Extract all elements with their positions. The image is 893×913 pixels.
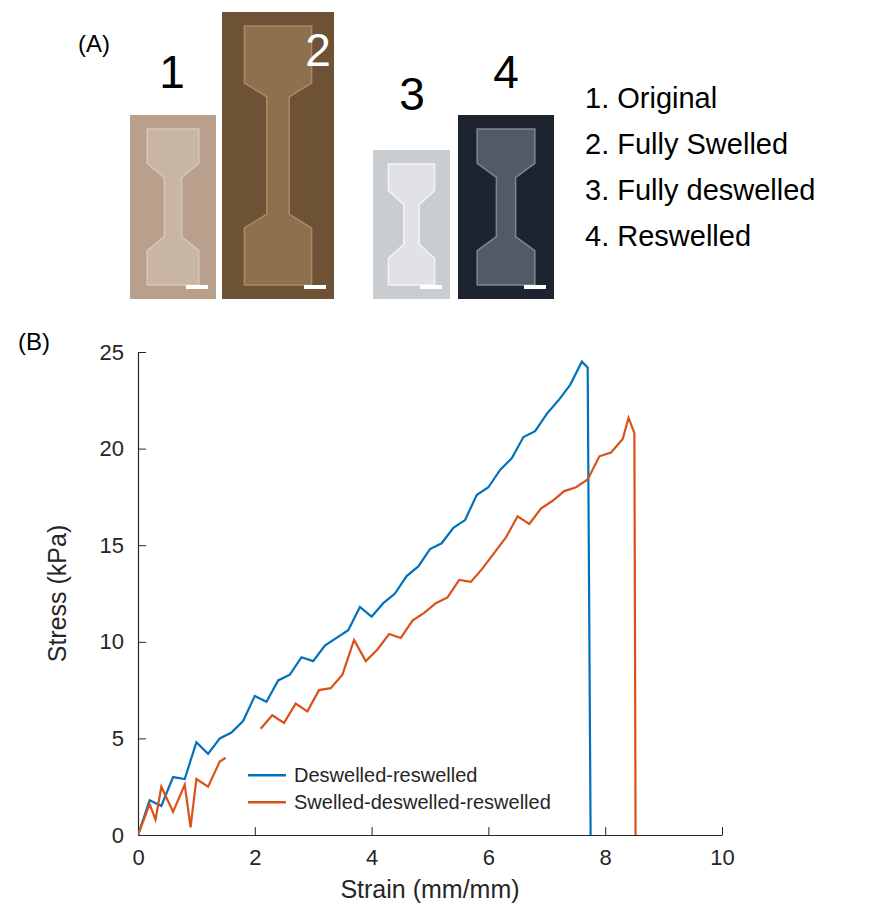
legend-label: Swelled-deswelled-reswelled xyxy=(294,791,551,813)
legend: Deswelled-reswelled Swelled-deswelled-res… xyxy=(246,762,553,815)
x-tick-mark xyxy=(605,827,606,835)
x-tick-label: 4 xyxy=(366,845,378,870)
y-tick-mark xyxy=(138,642,146,643)
y-axis: 0 5 10 15 20 25 xyxy=(100,340,146,848)
y-tick-label: 0 xyxy=(112,823,124,848)
photo-background xyxy=(222,12,334,299)
x-tick-mark xyxy=(372,827,373,835)
specimen xyxy=(147,129,199,285)
x-tick-mark xyxy=(722,827,723,835)
photo xyxy=(222,12,334,299)
y-tick-mark xyxy=(138,545,146,546)
y-tick: 15 xyxy=(100,533,146,558)
y-tick: 25 xyxy=(100,340,146,365)
y-tick-mark xyxy=(138,738,146,739)
legend-item: Swelled-deswelled-reswelled xyxy=(248,791,551,813)
panel-label: (B) xyxy=(18,328,50,355)
scale-bar xyxy=(420,285,442,289)
specimen xyxy=(477,129,535,285)
y-tick-mark xyxy=(138,352,146,353)
scale-bar xyxy=(524,285,546,289)
series-line xyxy=(138,362,591,835)
legend-item: Deswelled-reswelled xyxy=(248,764,477,786)
specimen xyxy=(244,26,311,285)
x-tick-mark xyxy=(488,827,489,835)
y-tick-label: 5 xyxy=(112,726,124,751)
x-axis-title: Strain (mm/mm) xyxy=(340,875,519,903)
figure: (A) 1 1. Original 2 2. Fully Swelled 3 3. Full… xyxy=(0,0,893,913)
y-tick-mark xyxy=(138,449,146,450)
legend-label: Deswelled-reswelled xyxy=(294,764,477,786)
y-tick: 20 xyxy=(100,436,146,461)
x-tick: 8 xyxy=(600,827,612,870)
photo-background xyxy=(373,150,450,299)
x-tick-label: 6 xyxy=(483,845,495,870)
y-tick-label: 20 xyxy=(100,436,124,461)
x-tick-label: 8 xyxy=(600,845,612,870)
x-axis: 0 2 4 6 8 10 xyxy=(132,827,734,870)
legend-background xyxy=(246,762,553,815)
y-tick-label: 10 xyxy=(100,629,124,654)
photo xyxy=(373,150,450,299)
scale-bar xyxy=(186,285,208,289)
photo-caption: 3. Fully deswelled xyxy=(585,174,816,206)
photo-number: 2 xyxy=(305,24,331,76)
series-line xyxy=(138,418,636,835)
x-tick: 2 xyxy=(249,827,261,870)
x-tick: 10 xyxy=(710,827,734,870)
photo-background xyxy=(130,115,216,299)
x-tick-label: 0 xyxy=(132,845,144,870)
scale-bar xyxy=(304,285,326,289)
y-tick-label: 15 xyxy=(100,533,124,558)
x-axis-line xyxy=(139,835,723,836)
y-axis-line xyxy=(138,353,139,836)
y-tick-label: 25 xyxy=(100,340,124,365)
x-tick: 6 xyxy=(483,827,495,870)
photo xyxy=(130,115,216,299)
x-tick: 4 xyxy=(366,827,378,870)
y-tick: 10 xyxy=(100,629,146,654)
photo xyxy=(458,115,554,299)
legend-swatch xyxy=(248,801,286,804)
x-tick-label: 10 xyxy=(710,845,734,870)
specimen xyxy=(388,164,434,285)
photo-caption: 4. Reswelled xyxy=(585,220,751,252)
y-axis-title: Stress (kPa) xyxy=(43,525,71,663)
photo-caption: 2. Fully Swelled xyxy=(585,128,788,160)
y-tick: 5 xyxy=(112,726,146,751)
photo-number: 3 xyxy=(399,68,425,120)
photo-number: 1 xyxy=(159,46,185,98)
x-tick-mark xyxy=(255,827,256,835)
photo-caption: 1. Original xyxy=(585,82,717,114)
plot-area xyxy=(138,362,636,835)
panel-label: (A) xyxy=(78,30,110,57)
y-tick-mark xyxy=(138,835,146,836)
legend-swatch xyxy=(248,774,286,777)
photo-number: 4 xyxy=(493,46,519,98)
photo-background xyxy=(458,115,554,299)
x-tick-label: 2 xyxy=(249,845,261,870)
